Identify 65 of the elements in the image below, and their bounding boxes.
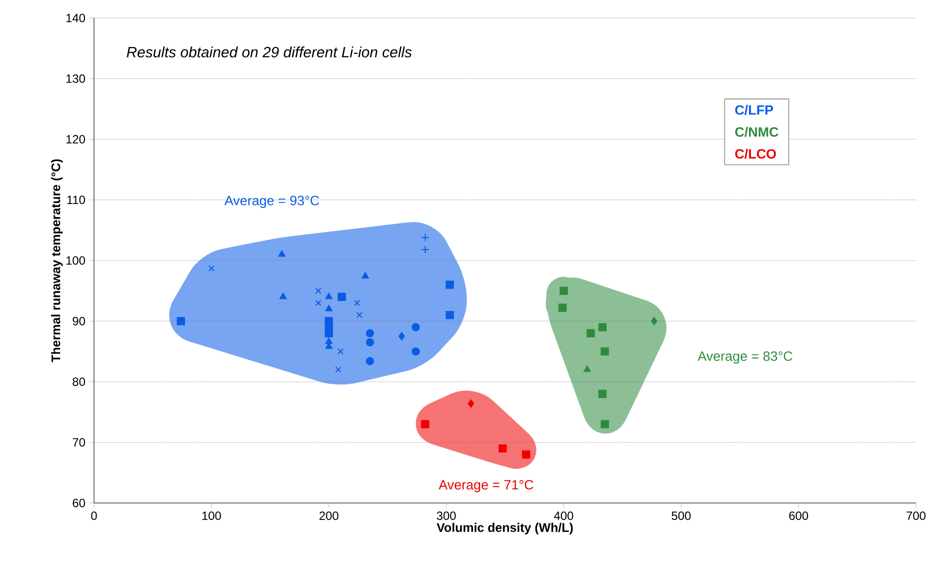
point: [354, 300, 360, 306]
point: [560, 286, 568, 295]
point: [362, 272, 369, 279]
y-tick-label: 80: [72, 378, 86, 386]
y-tick-label: 70: [72, 438, 86, 447]
x-tick-label: 200: [319, 512, 338, 520]
point: [598, 323, 607, 332]
point: [412, 323, 420, 332]
y-axis-title: Thermal runaway temperature (°C): [51, 159, 63, 362]
point: [584, 366, 591, 372]
point: [598, 390, 607, 398]
text: C/LCO: [735, 148, 776, 159]
point: [325, 304, 332, 312]
x-axis-title: Volumic density (Wh/L): [436, 522, 573, 534]
point: [586, 329, 595, 338]
x-tick-label: 500: [672, 512, 691, 520]
point: [315, 288, 322, 294]
point: [335, 366, 342, 373]
point: [600, 347, 609, 356]
y-tick-label: 100: [66, 256, 86, 265]
y-tick-label: 120: [66, 135, 86, 144]
point: [324, 329, 333, 338]
y-tick-label: 60: [72, 498, 86, 508]
point: [398, 332, 405, 340]
x-tick-label: 0: [91, 512, 97, 520]
y-tick-label: 90: [72, 316, 86, 326]
point: [176, 317, 186, 326]
point: [446, 280, 454, 289]
point: [600, 420, 609, 428]
point: [366, 329, 374, 338]
point: [468, 399, 474, 408]
point: [338, 292, 346, 301]
point: [208, 265, 214, 272]
y-tick-label: 110: [67, 196, 86, 204]
text: Results obtained on 29 different Li-ion cells: [126, 46, 412, 58]
text: C/NMC: [735, 126, 778, 137]
point: [498, 444, 507, 453]
x-tick-label: 700: [906, 512, 926, 520]
point: [325, 292, 332, 300]
point: [421, 420, 430, 428]
y-tick-label: 140: [66, 14, 86, 22]
x-tick-label: 400: [554, 512, 574, 520]
point: [558, 304, 567, 312]
y-tick-label: 130: [66, 74, 86, 83]
annotation: Average = 71°C: [438, 480, 534, 492]
point: [421, 245, 430, 254]
x-tick-label: 600: [789, 512, 808, 520]
point: [325, 338, 332, 344]
point: [650, 317, 658, 326]
point: [315, 300, 322, 306]
text: C/LFP: [735, 104, 774, 115]
annotation: Average = 93°C: [224, 196, 320, 208]
point: [366, 357, 374, 366]
annotation: Average = 83°C: [698, 351, 792, 364]
point: [279, 292, 287, 300]
point: [421, 233, 430, 242]
x-tick-label: 100: [202, 512, 221, 520]
point: [278, 250, 286, 257]
point: [412, 347, 420, 356]
point: [366, 338, 374, 346]
point: [522, 450, 530, 459]
x-tick-label: 300: [436, 512, 456, 520]
point: [356, 312, 362, 318]
point: [338, 348, 344, 354]
point: [446, 310, 454, 320]
